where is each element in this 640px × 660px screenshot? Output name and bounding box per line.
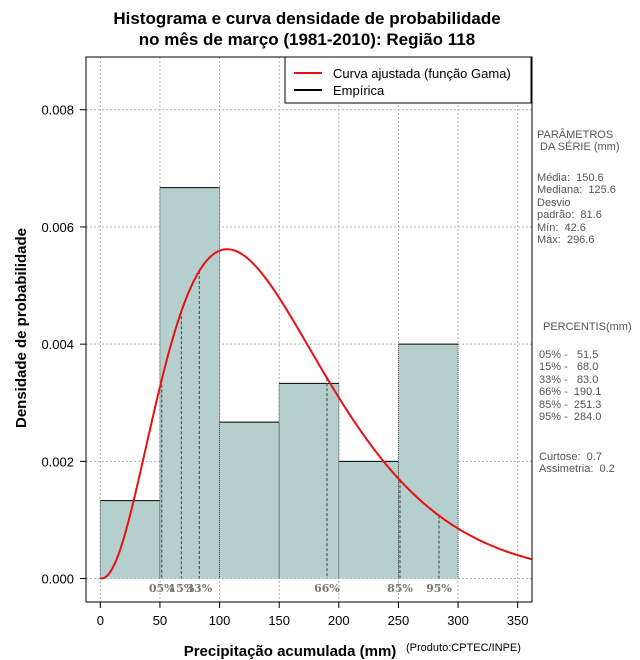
percentile-label-15%: 15% — [169, 582, 195, 595]
x-tick-label-50: 50 — [153, 613, 167, 628]
x-tick-label-350: 350 — [507, 613, 529, 628]
histogram-bar-3 — [279, 383, 339, 579]
histogram-bars — [99, 187, 459, 579]
x-tick-label-300: 300 — [447, 613, 469, 628]
credit-label: (Produto:CPTEC/INPE) — [406, 642, 521, 654]
legend-fitted-label: Curva ajustada (função Gama) — [333, 66, 511, 81]
y-tick-label-4: 0.008 — [41, 103, 74, 118]
y-tick-label-3: 0.006 — [41, 220, 74, 235]
percentile-lines — [161, 270, 440, 579]
x-tick-label-100: 100 — [209, 613, 231, 628]
chart-title-line1: Histograma e curva densidade de probabil… — [113, 9, 500, 28]
y-tick-label-0: 0.000 — [41, 572, 74, 587]
params-title: PARÂMETROS DA SÉRIE (mm) — [537, 129, 620, 154]
y-tick-label-1: 0.002 — [41, 454, 74, 469]
histogram-bar-5 — [398, 344, 459, 579]
legend: Curva ajustada (função Gama) Empírica — [284, 56, 532, 104]
histogram-bar-2 — [219, 422, 280, 579]
percentile-labels: 05%15%33% 66% 85% 95% — [149, 582, 453, 595]
params-values: Média: 150.6 Mediana: 125.6 Desvio padrã… — [537, 172, 616, 247]
x-axis-label: Precipitação acumulada (mm) — [184, 643, 397, 660]
percentile-label-66%: 66% — [314, 582, 340, 595]
x-tick-label-200: 200 — [328, 613, 350, 628]
percentis-values: 05% - 51.5 15% - 68.0 33% - 83.0 66% - 1… — [539, 349, 602, 424]
percentile-label-33%: 33% — [186, 582, 212, 595]
legend-empirical-label: Empírica — [333, 83, 385, 98]
y-tick-label-2: 0.004 — [41, 337, 74, 352]
histogram-bar-4 — [338, 461, 399, 579]
y-axis-ticks: 0.000 0.002 0.004 0.006 0.008 — [41, 103, 86, 587]
x-tick-label-250: 250 — [388, 613, 410, 628]
percentile-label-95%: 95% — [426, 582, 452, 595]
chart-title-line2: no mês de março (1981-2010): Região 118 — [139, 30, 475, 49]
legend-box — [284, 56, 532, 104]
x-axis-ticks: 0 50 100 150 200 250 300 350 — [97, 602, 529, 628]
y-axis-label: Densidade de probabilidade — [13, 228, 30, 428]
shape-stats: Curtose: 0.7 Assimetria: 0.2 — [539, 451, 615, 476]
x-tick-label-0: 0 — [97, 613, 104, 628]
percentile-label-05%: 05% — [149, 582, 175, 595]
percentile-label-85%: 85% — [387, 582, 413, 595]
percentis-title: PERCENTIS(mm) — [543, 321, 632, 333]
gamma-fit-curve — [100, 248, 533, 580]
histogram-bar-1 — [159, 187, 220, 579]
x-tick-label-150: 150 — [268, 613, 290, 628]
